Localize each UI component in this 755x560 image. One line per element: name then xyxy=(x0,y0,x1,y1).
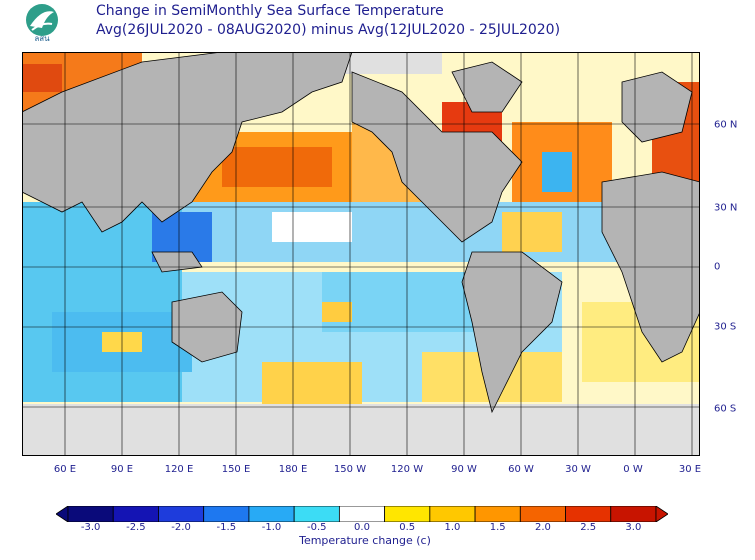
colorbar-tick-label: -1.5 xyxy=(216,522,237,533)
chart-title: Change in SemiMonthly Sea Surface Temper… xyxy=(96,2,560,40)
colorbar-cells xyxy=(56,506,668,522)
lat-label: 30 S xyxy=(714,321,737,333)
lon-label: 90 W xyxy=(451,464,477,475)
agency-logo: ลสน xyxy=(26,4,58,42)
colorbar-arrow-high xyxy=(655,506,668,522)
south-america xyxy=(461,251,563,414)
lat-label: 60 S xyxy=(714,403,737,415)
colorbar-cell xyxy=(474,506,521,522)
colorbar-cell xyxy=(429,506,476,522)
lat-label: 30 N xyxy=(714,202,738,214)
colorbar-tick-label: -2.0 xyxy=(171,522,191,533)
lon-label: 0 W xyxy=(623,464,643,475)
arctic-ice xyxy=(342,52,442,74)
colorbar-tick-label: 2.5 xyxy=(580,522,597,533)
sst-map-canvas xyxy=(22,52,700,456)
lon-label: 90 E xyxy=(110,464,134,475)
colorbar-tick-label: -3.0 xyxy=(80,522,101,533)
lat-label: 60 N xyxy=(714,119,738,131)
colorbar-tick-label: 0.0 xyxy=(354,522,370,533)
lon-label: 120 E xyxy=(164,464,194,475)
europe xyxy=(621,71,693,143)
greenland xyxy=(451,61,523,113)
colorbar-cell xyxy=(565,506,612,522)
colorbar-tick-label: -2.5 xyxy=(126,522,146,533)
lon-label: 60 W xyxy=(508,464,534,475)
title-line-2: Avg(26JUL2020 - 08AUG2020) minus Avg(12J… xyxy=(96,22,561,38)
lon-label: 30 W xyxy=(565,464,591,475)
colorbar-cell xyxy=(203,506,250,522)
colorbar-label: Temperature change (c) xyxy=(299,534,431,547)
colorbar-cell xyxy=(293,506,340,522)
colorbar-cell xyxy=(610,506,657,522)
colorbar-tick-label: 2.0 xyxy=(534,522,551,533)
colorbar xyxy=(56,506,668,522)
colorbar-tick-label: 3.0 xyxy=(625,522,642,533)
lon-label: 180 E xyxy=(278,464,308,475)
colorbar-tick-label: 1.5 xyxy=(489,522,506,533)
lon-label: 150 W xyxy=(333,464,367,475)
colorbar-tick-label: -1.0 xyxy=(261,522,282,533)
colorbar-tick-label: 0.5 xyxy=(399,522,416,533)
colorbar-cell xyxy=(338,506,386,522)
colorbar-cell xyxy=(519,506,566,522)
colorbar-tick-label: -0.5 xyxy=(307,522,327,533)
colorbar-arrow-low xyxy=(56,506,69,522)
colorbar-cell xyxy=(158,506,205,522)
lon-label: 120 W xyxy=(390,464,424,475)
sst-map xyxy=(22,52,700,456)
lon-label: 30 E xyxy=(678,464,702,475)
colorbar-cell xyxy=(67,506,114,522)
lat-label: 0 xyxy=(714,261,721,273)
colorbar-cell xyxy=(384,506,431,522)
eurasia xyxy=(22,52,353,233)
north-america xyxy=(351,71,523,243)
map-border xyxy=(22,52,700,456)
graticule xyxy=(22,52,700,456)
colorbar-cell xyxy=(248,506,295,522)
logo-text: ลสน xyxy=(34,34,50,42)
antarctic-ice xyxy=(22,404,700,456)
colorbar-cell xyxy=(112,506,159,522)
lon-label: 60 E xyxy=(53,464,77,475)
colorbar-tick-label: 1.0 xyxy=(444,522,461,533)
lon-label: 150 E xyxy=(221,464,251,475)
title-line-1: Change in SemiMonthly Sea Surface Temper… xyxy=(96,3,444,19)
